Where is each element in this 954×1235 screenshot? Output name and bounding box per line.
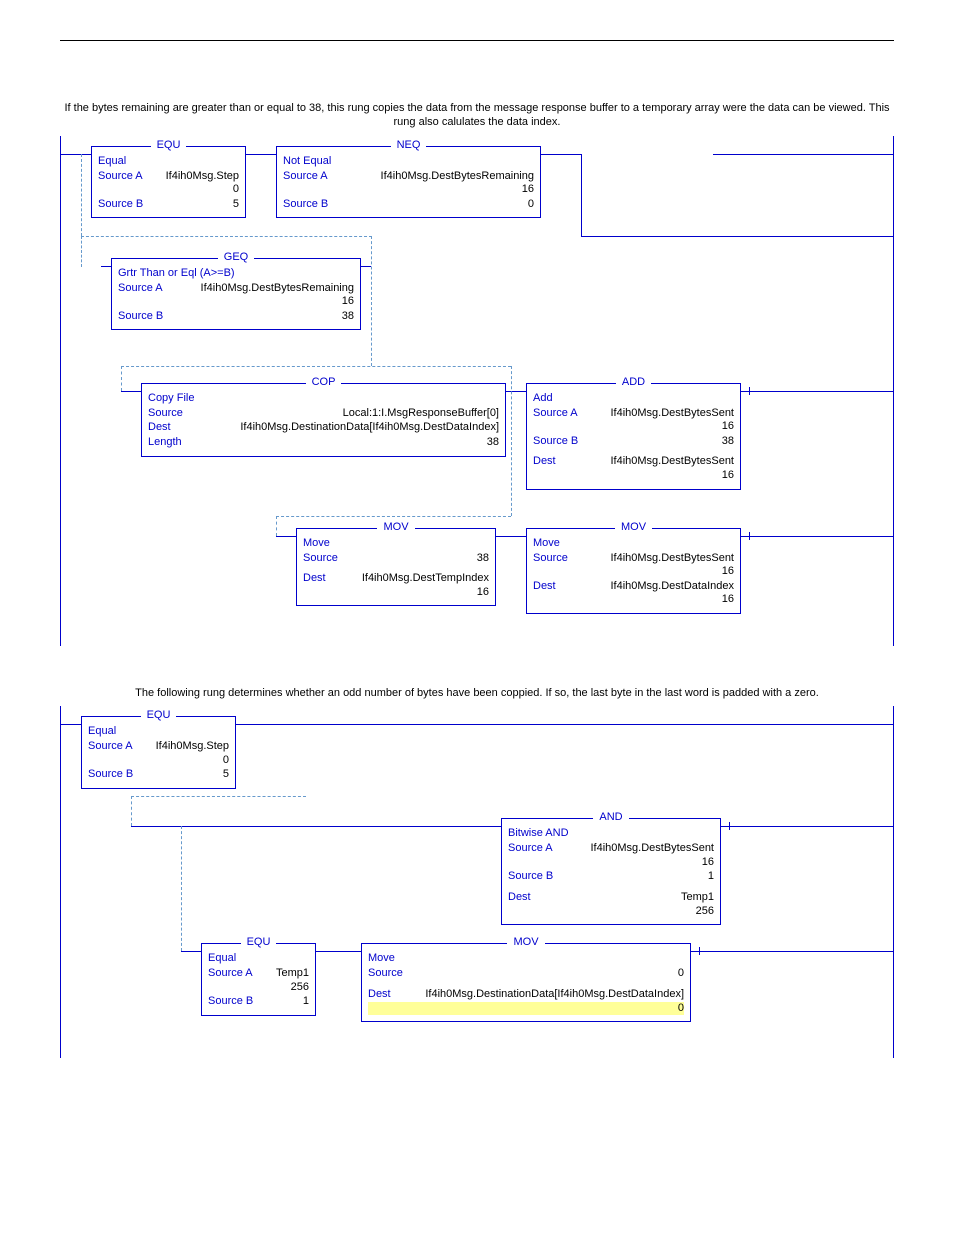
instr-equ2a: EQU Equal Source AIf4ih0Msg.Step 0 Sourc… xyxy=(81,716,236,789)
rung2-diagram: EQU Equal Source AIf4ih0Msg.Step 0 Sourc… xyxy=(60,706,894,1058)
instr-equ2b: EQU Equal Source ATemp1 256 Source B1 xyxy=(201,943,316,1016)
equ-mnemonic: EQU xyxy=(151,139,187,151)
instr-neq: NEQ Not Equal Source AIf4ih0Msg.DestByte… xyxy=(276,146,541,219)
rung1-comment: If the bytes remaining are greater than … xyxy=(60,101,894,130)
instr-mov2: MOV Move SourceIf4ih0Msg.DestBytesSent 1… xyxy=(526,528,741,614)
rung2-comment: The following rung determines whether an… xyxy=(60,686,894,700)
instr-equ: EQU Equal Source AIf4ih0Msg.Step 0 Sourc… xyxy=(91,146,246,219)
instr-geq: GEQ Grtr Than or Eql (A>=B) Source AIf4i… xyxy=(111,258,361,331)
instr-mov-r2: MOV Move Source0 DestIf4ih0Msg.Destinati… xyxy=(361,943,691,1022)
rung1-diagram: EQU Equal Source AIf4ih0Msg.Step 0 Sourc… xyxy=(60,136,894,646)
instr-add: ADD Add Source AIf4ih0Msg.DestBytesSent … xyxy=(526,383,741,490)
instr-cop: COP Copy File SourceLocal:1:I.MsgRespons… xyxy=(141,383,506,458)
neq-mnemonic: NEQ xyxy=(391,139,427,151)
equ-desc: Equal xyxy=(98,155,239,167)
instr-and: AND Bitwise AND Source AIf4ih0Msg.DestBy… xyxy=(501,818,721,925)
page-header-rule xyxy=(60,40,894,41)
mov-dest-sub-highlight: 0 xyxy=(368,1002,684,1015)
instr-mov1: MOV Move Source38 DestIf4ih0Msg.DestTemp… xyxy=(296,528,496,607)
